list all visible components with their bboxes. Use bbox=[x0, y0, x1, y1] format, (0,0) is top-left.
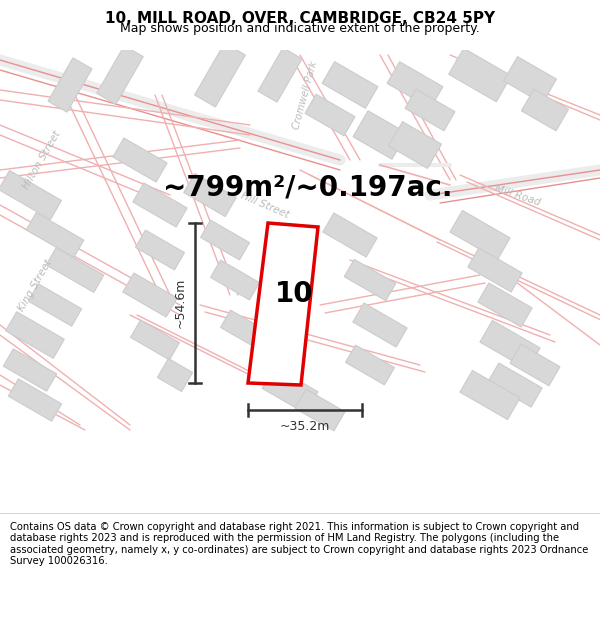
Polygon shape bbox=[405, 89, 455, 131]
Text: Map shows position and indicative extent of the property.: Map shows position and indicative extent… bbox=[120, 22, 480, 35]
Polygon shape bbox=[48, 58, 92, 112]
Polygon shape bbox=[510, 344, 560, 386]
Text: Contains OS data © Crown copyright and database right 2021. This information is : Contains OS data © Crown copyright and d… bbox=[10, 521, 589, 566]
Polygon shape bbox=[200, 220, 250, 260]
Text: 10: 10 bbox=[274, 281, 313, 309]
Polygon shape bbox=[157, 359, 193, 391]
Polygon shape bbox=[449, 48, 511, 102]
Polygon shape bbox=[305, 94, 355, 136]
Polygon shape bbox=[460, 371, 520, 419]
Polygon shape bbox=[353, 111, 407, 159]
Polygon shape bbox=[258, 48, 302, 102]
Polygon shape bbox=[0, 171, 61, 219]
Polygon shape bbox=[468, 248, 522, 292]
Polygon shape bbox=[353, 303, 407, 347]
Polygon shape bbox=[387, 62, 443, 108]
Polygon shape bbox=[262, 367, 318, 413]
Polygon shape bbox=[123, 273, 177, 317]
Text: ~54.6m: ~54.6m bbox=[174, 278, 187, 328]
Text: King Street: King Street bbox=[16, 258, 54, 312]
Polygon shape bbox=[450, 211, 510, 259]
Polygon shape bbox=[478, 283, 532, 327]
Polygon shape bbox=[346, 345, 394, 385]
Polygon shape bbox=[113, 138, 167, 182]
Polygon shape bbox=[184, 174, 236, 216]
Polygon shape bbox=[4, 349, 56, 391]
Text: Mill Road: Mill Road bbox=[494, 183, 542, 207]
Polygon shape bbox=[194, 43, 245, 107]
Polygon shape bbox=[521, 89, 569, 131]
Text: 10, MILL ROAD, OVER, CAMBRIDGE, CB24 5PY: 10, MILL ROAD, OVER, CAMBRIDGE, CB24 5PY bbox=[105, 11, 495, 26]
Polygon shape bbox=[211, 260, 259, 300]
Text: Hill Street: Hill Street bbox=[239, 191, 290, 219]
Polygon shape bbox=[322, 62, 378, 108]
Polygon shape bbox=[28, 284, 82, 326]
Polygon shape bbox=[5, 312, 64, 358]
Polygon shape bbox=[488, 363, 542, 407]
Polygon shape bbox=[295, 389, 345, 431]
Polygon shape bbox=[344, 259, 396, 301]
Text: Cromwell Park: Cromwell Park bbox=[291, 60, 319, 130]
Polygon shape bbox=[97, 46, 143, 104]
Text: ~35.2m: ~35.2m bbox=[280, 420, 330, 433]
Polygon shape bbox=[133, 183, 187, 227]
Polygon shape bbox=[503, 57, 556, 103]
Text: ~799m²/~0.197ac.: ~799m²/~0.197ac. bbox=[163, 173, 452, 201]
Polygon shape bbox=[8, 379, 62, 421]
Polygon shape bbox=[136, 230, 184, 270]
Polygon shape bbox=[46, 248, 104, 292]
Polygon shape bbox=[131, 320, 179, 360]
Polygon shape bbox=[26, 213, 84, 258]
Text: Hilton Street: Hilton Street bbox=[21, 129, 63, 191]
Polygon shape bbox=[323, 213, 377, 257]
Polygon shape bbox=[480, 321, 540, 369]
Polygon shape bbox=[389, 122, 442, 168]
Polygon shape bbox=[248, 223, 318, 385]
Polygon shape bbox=[221, 310, 269, 350]
